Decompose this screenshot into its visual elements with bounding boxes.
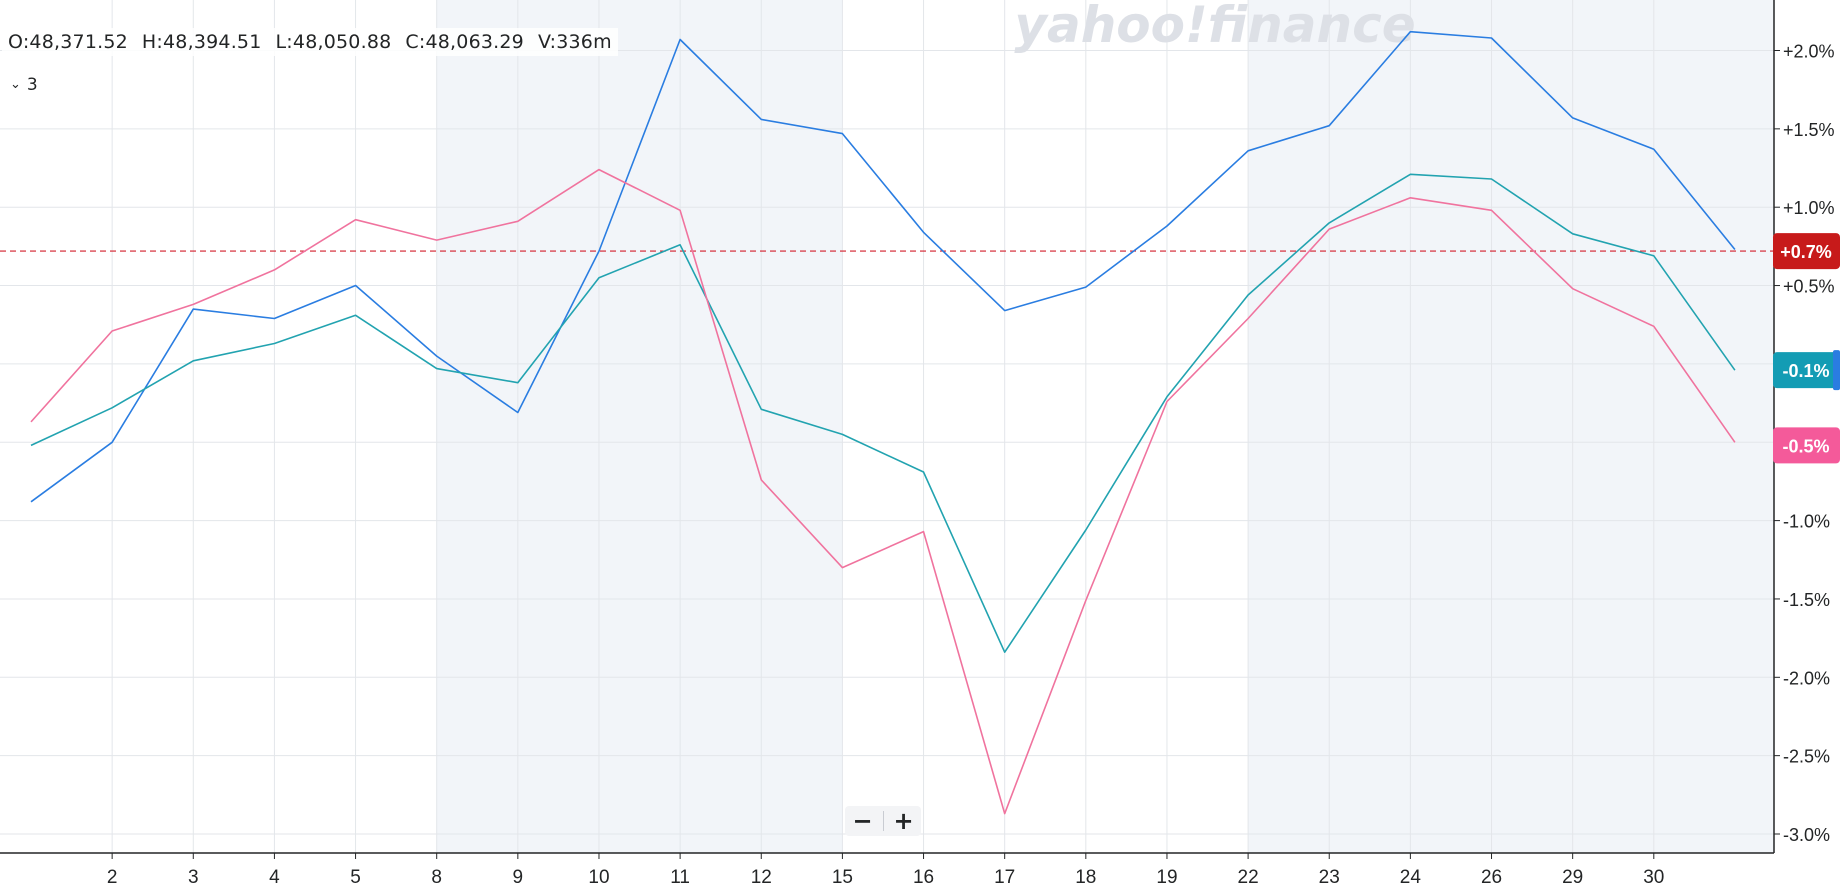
x-tick-label: 19: [1156, 867, 1177, 888]
yahoo-finance-watermark: yahoo!finance: [1014, 0, 1415, 54]
value-tag-label: +0.7%: [1780, 242, 1832, 262]
y-tick-label: +1.0%: [1783, 198, 1835, 218]
x-tick-label: 10: [588, 867, 609, 888]
x-tick-label: 11: [670, 867, 690, 888]
y-tick-label: +1.5%: [1783, 120, 1835, 140]
x-tick-label: 9: [513, 867, 524, 888]
high-value: H:48,394.51: [141, 31, 262, 53]
shaded-band: [436, 0, 843, 853]
x-tick-label: 2: [107, 867, 118, 888]
x-tick-label: 3: [188, 867, 199, 888]
series-line-teal: [30, 173, 1736, 654]
chevron-down-icon: ⌄: [10, 76, 21, 92]
y-tick-label: -2.0%: [1783, 668, 1830, 688]
y-tick-label: -2.5%: [1783, 747, 1830, 767]
x-tick-label: 5: [350, 867, 361, 888]
series-count: 3: [26, 75, 38, 95]
series-toggle[interactable]: ⌄ 3: [10, 72, 38, 98]
open-value: O:48,371.52: [8, 31, 128, 53]
x-tick-label: 29: [1562, 867, 1583, 888]
y-tick-label: -1.0%: [1783, 512, 1830, 532]
y-tick-label: -1.5%: [1783, 590, 1830, 610]
value-tag-background: [1773, 352, 1840, 389]
zoom-out-button[interactable]: −: [852, 807, 873, 835]
value-tag: -0.1%: [1773, 352, 1840, 389]
ohlc-readout: O:48,371.52 H:48,394.51 L:48,050.88 C:48…: [2, 28, 618, 56]
zoom-divider: [882, 811, 884, 831]
x-tick-label: 15: [832, 867, 853, 888]
x-tick-label: 8: [431, 867, 442, 888]
x-tick-label: 24: [1400, 867, 1422, 888]
x-tick-label: 30: [1643, 867, 1664, 888]
value-tag-label: -0.5%: [1782, 436, 1829, 456]
x-tick-label: 12: [751, 867, 772, 888]
series-line-blue: [30, 30, 1736, 503]
x-tick-label: 4: [269, 867, 280, 888]
x-tick-label: 18: [1075, 867, 1096, 888]
zoom-controls: − +: [845, 806, 921, 836]
value-tag-background: [1773, 427, 1840, 464]
volume-value: V:336m: [537, 31, 612, 53]
y-tick-label: -3.0%: [1783, 825, 1830, 845]
x-tick-label: 17: [994, 867, 1015, 888]
x-tick-label: 23: [1319, 867, 1340, 888]
close-value: C:48,063.29: [405, 31, 524, 53]
y-tick-label: +0.5%: [1783, 277, 1835, 297]
value-tag: -0.5%: [1773, 427, 1840, 464]
blue-series-marker: [1833, 350, 1840, 391]
shaded-band: [1248, 0, 1774, 853]
value-tag: +0.7%: [1773, 233, 1840, 270]
x-tick-label: 16: [913, 867, 934, 888]
series-line-pink: [30, 168, 1736, 815]
value-tag-label: -0.1%: [1782, 361, 1829, 381]
value-tag-background: [1773, 233, 1840, 270]
zoom-in-button[interactable]: +: [893, 807, 914, 835]
x-tick-label: 22: [1238, 867, 1259, 888]
x-tick-label: 26: [1481, 867, 1502, 888]
y-tick-label: +2.0%: [1783, 42, 1835, 62]
low-value: L:48,050.88: [275, 31, 392, 53]
